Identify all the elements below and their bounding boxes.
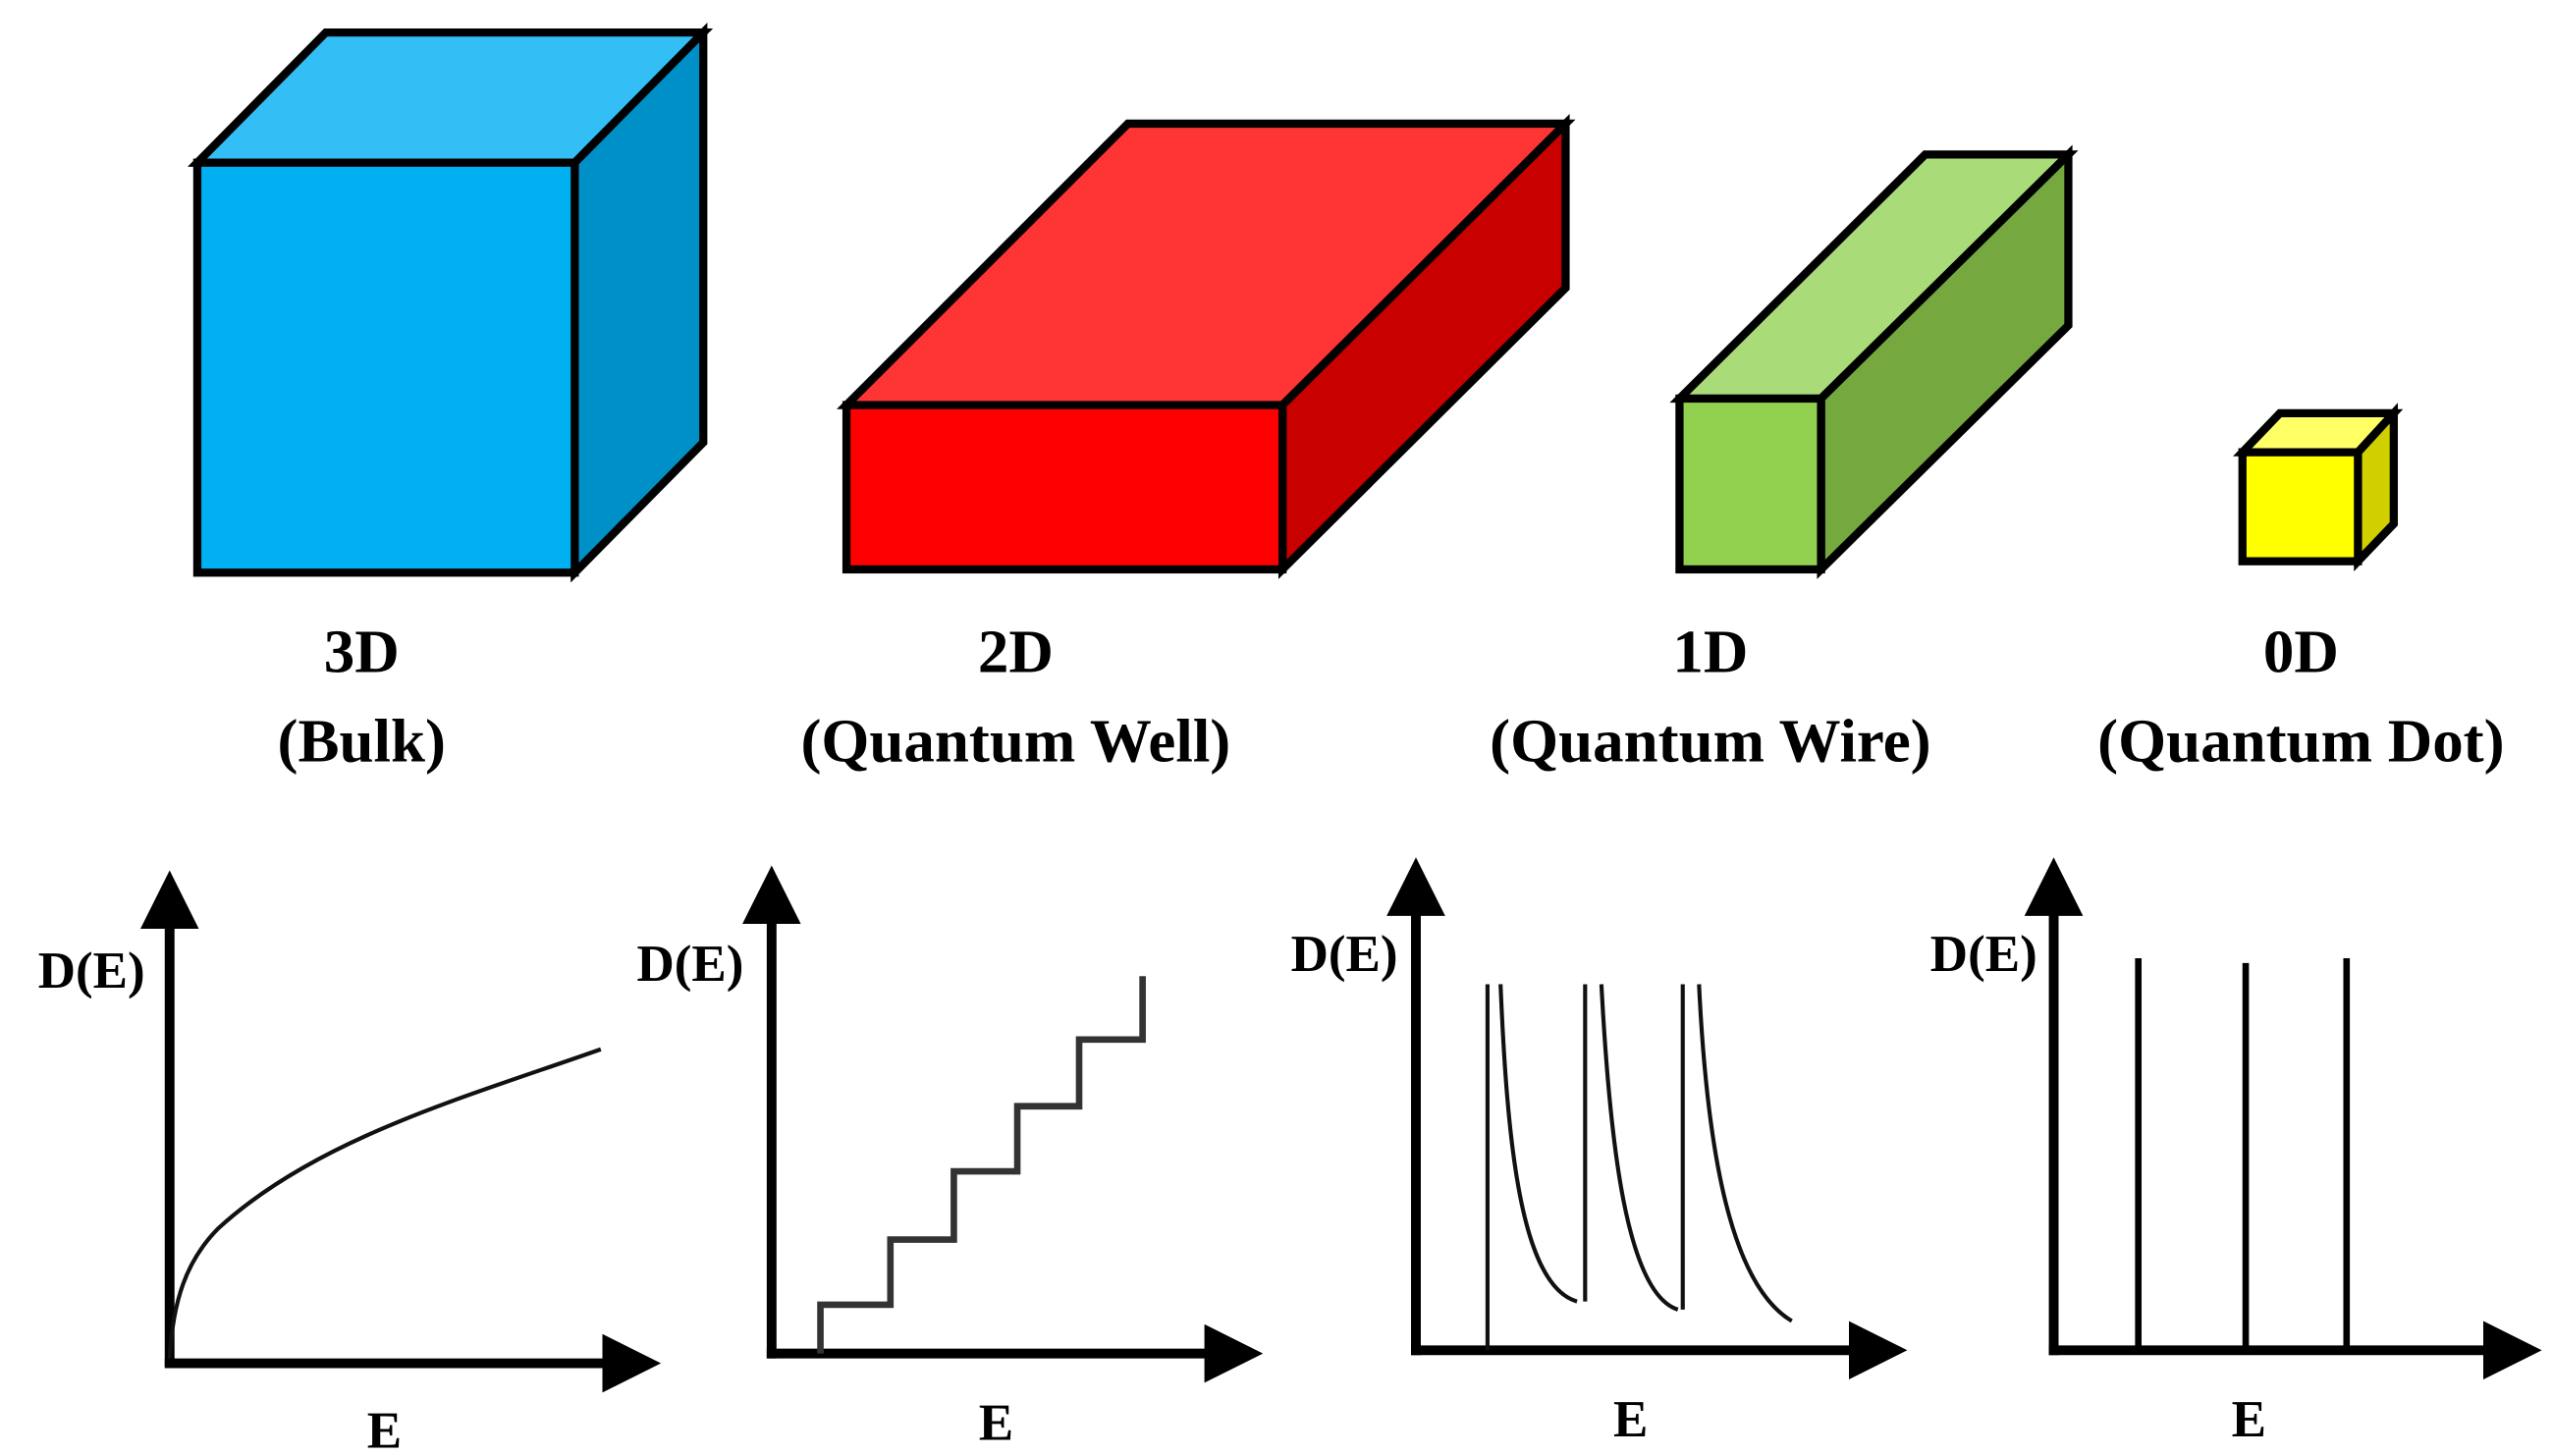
x-axis-label: E <box>2232 1391 2266 1448</box>
quantum-well-slab <box>837 113 1576 579</box>
label-dimension-2d: 2D <box>978 617 1054 685</box>
y-axis-label: D(E) <box>38 943 145 999</box>
label-name-bulk: (Bulk) <box>278 706 446 775</box>
dos-graph-0d: D(E) E <box>1930 857 2542 1448</box>
quantum-dot-cube <box>2233 403 2404 571</box>
label-dimension-1d: 1D <box>1672 617 1748 685</box>
dos-van-hove-peaks <box>1485 984 1793 1351</box>
dos-graph-1d: D(E) E <box>1291 857 1908 1448</box>
quantum-wire-bar <box>1669 144 2079 579</box>
label-name-quantum-dot: (Quantum Dot) <box>2097 706 2504 775</box>
label-name-quantum-well: (Quantum Well) <box>800 706 1230 775</box>
x-axis-label: E <box>1613 1391 1648 1448</box>
dos-graph-2d: D(E) E <box>637 865 1264 1451</box>
x-axis-label: E <box>367 1403 402 1456</box>
dos-staircase <box>817 976 1146 1354</box>
bulk-cube <box>188 23 714 583</box>
label-dimension-0d: 0D <box>2263 617 2339 685</box>
label-name-quantum-wire: (Quantum Wire) <box>1490 706 1930 775</box>
dos-curve-sqrt <box>167 1047 602 1359</box>
y-axis-label: D(E) <box>1291 926 1398 983</box>
label-dimension-3d: 3D <box>324 617 400 685</box>
dos-graph-3d: D(E) E <box>38 870 662 1456</box>
y-axis-label: D(E) <box>1930 926 2037 983</box>
x-axis-label: E <box>979 1394 1013 1451</box>
y-axis-label: D(E) <box>637 936 744 993</box>
